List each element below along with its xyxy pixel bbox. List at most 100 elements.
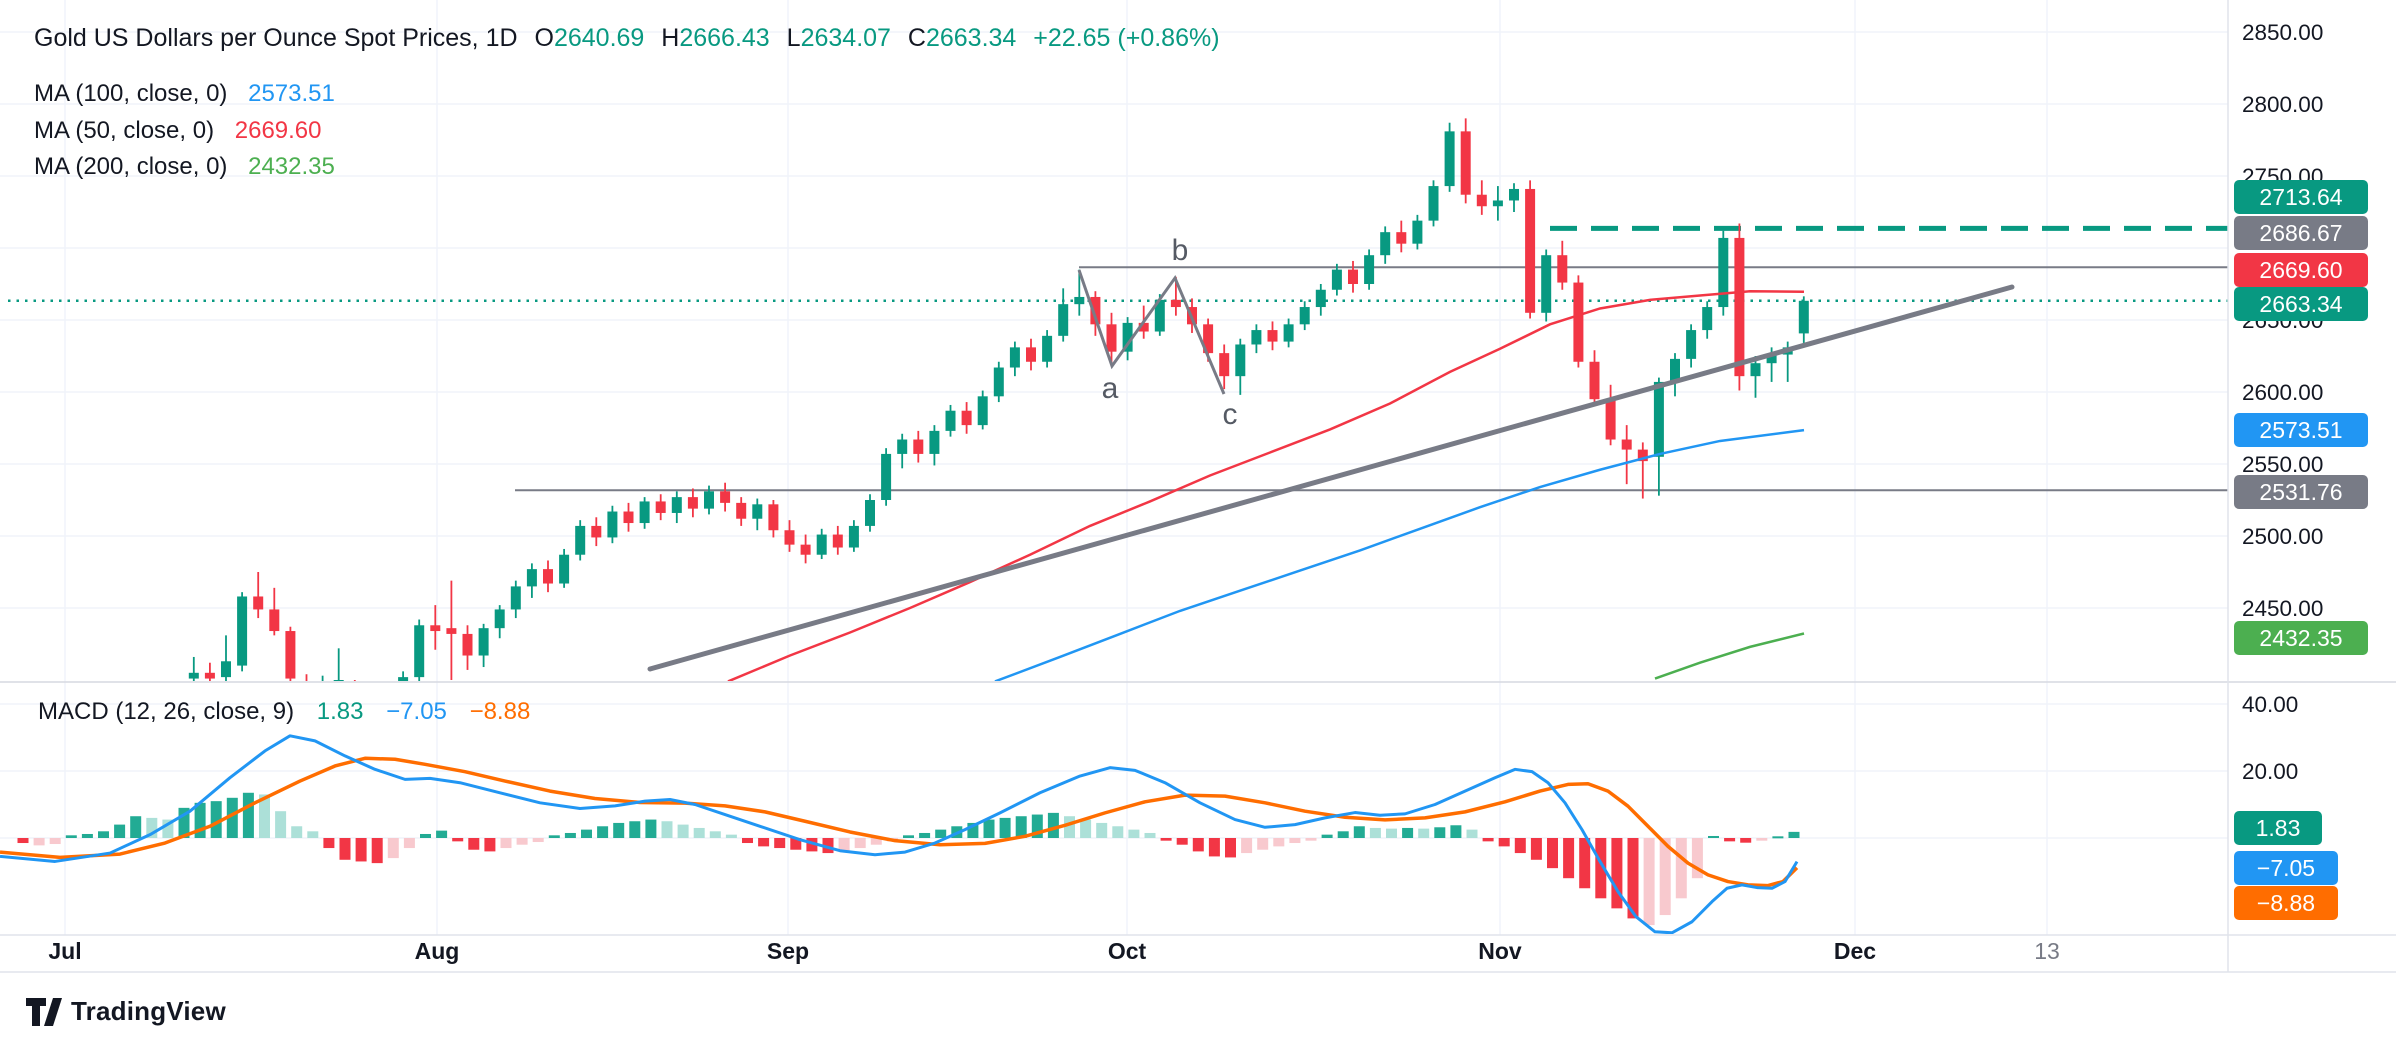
macd-histogram-bar <box>1015 816 1027 838</box>
candle-body <box>1203 324 1214 354</box>
candle-body <box>1138 322 1149 332</box>
candle-body <box>543 569 553 584</box>
candle-body <box>913 439 924 454</box>
candlestick-series <box>188 118 1809 695</box>
ma200-label: MA (200, close, 0) <box>34 153 228 180</box>
candle-body <box>1364 255 1375 284</box>
candle-body <box>1412 220 1423 244</box>
candle-body <box>736 502 747 519</box>
macd-histogram-bar <box>1305 838 1317 841</box>
candle-body <box>494 609 505 629</box>
macd-histogram-bar <box>1208 838 1220 857</box>
macd-histogram-bar <box>210 801 222 838</box>
macd-histogram-bar <box>999 817 1011 838</box>
candle-body <box>752 504 763 519</box>
candle-body <box>1541 255 1552 313</box>
macd-histogram-bar <box>146 817 158 838</box>
candle-body <box>1235 344 1246 377</box>
candle-body <box>655 501 666 513</box>
macd-histogram-bar <box>162 819 174 838</box>
candle-body <box>1042 335 1053 362</box>
macd-tick-label: 40.00 <box>2242 692 2298 717</box>
price-axis[interactable]: 2850.002800.002750.002650.002600.002550.… <box>2234 20 2368 655</box>
macd-axis-badge <box>2234 886 2338 920</box>
series-legend-row[interactable]: Gold US Dollars per Ounce Spot Prices, 1… <box>34 24 1220 53</box>
ohlc-low-label: L <box>786 24 801 52</box>
macd-histogram-bar <box>983 819 995 838</box>
macd-histogram-bar <box>1047 812 1059 838</box>
macd-histogram-bar <box>1708 835 1719 838</box>
macd-signal-line <box>0 756 1799 888</box>
macd-histogram-bar <box>130 816 142 838</box>
ohlc-close-label: C <box>907 24 926 52</box>
candle-body <box>897 439 908 454</box>
candle-body <box>398 677 409 681</box>
trendline-drawing[interactable] <box>647 284 2015 672</box>
macd-histogram-bar <box>1498 838 1510 847</box>
candle-body <box>639 501 650 524</box>
macd-histogram-bar <box>1595 838 1607 899</box>
macd-legend-row[interactable]: MACD (12, 26, close, 9) 1.83 −7.05 −8.88 <box>38 698 530 726</box>
abc-zigzag-drawing[interactable] <box>1077 269 1226 395</box>
candle-body <box>1267 330 1278 342</box>
price-axis-badge-value: 2713.64 <box>2259 184 2342 210</box>
price-tick-label: 2450.00 <box>2242 596 2323 621</box>
candle-body <box>237 596 248 666</box>
macd-histogram-bar <box>1402 827 1414 838</box>
macd-histogram-bar <box>1579 838 1591 889</box>
ohlc-open-value: 2640.69 <box>553 24 645 52</box>
candle-body <box>1122 322 1133 352</box>
macd-histogram-bar <box>1386 828 1397 838</box>
candle-body <box>768 504 779 531</box>
candle-body <box>1251 330 1262 345</box>
macd-line-value: −7.05 <box>386 698 447 725</box>
price-axis-badge <box>2234 475 2368 509</box>
macd-histogram-bar <box>790 838 802 850</box>
time-axis-label-sep: Sep <box>766 938 810 964</box>
candle-body <box>1605 399 1616 440</box>
price-axis-badge <box>2234 621 2368 655</box>
gridlines <box>0 0 2228 935</box>
macd-indicator-axis[interactable]: 40.00 20.00 1.83 −7.05 −8.88 <box>2234 692 2338 920</box>
price-axis-badge <box>2234 287 2368 321</box>
macd-histogram-bar <box>468 838 480 850</box>
macd-histogram-bar <box>65 835 77 838</box>
candle-body <box>607 511 618 538</box>
price-axis-badge <box>2234 216 2368 250</box>
candle-body <box>1090 296 1101 325</box>
macd-histogram-bar <box>484 838 496 852</box>
candle-body <box>510 586 521 610</box>
candle-body <box>318 689 328 695</box>
candle-body <box>1766 354 1777 364</box>
ma200-legend-row[interactable]: MA (200, close, 0) 2432.35 <box>34 153 335 181</box>
macd-histogram-bar <box>1788 831 1800 838</box>
macd-histogram-bar <box>1530 838 1542 860</box>
candle-body <box>285 631 296 679</box>
candle-body <box>1348 269 1358 284</box>
candle-body <box>1380 232 1391 256</box>
candle-body <box>1154 299 1165 332</box>
ma100-value: 2573.51 <box>248 80 335 107</box>
time-axis-label-oct: Oct <box>1107 938 1147 964</box>
macd-histogram-bar <box>1643 838 1655 926</box>
ma50-legend-row[interactable]: MA (50, close, 0) 2669.60 <box>34 117 322 145</box>
price-pane: a b c <box>8 118 2228 695</box>
macd-histogram-bar <box>49 838 61 845</box>
price-axis-badge-value: 2686.67 <box>2259 220 2342 246</box>
ma100-label: MA (100, close, 0) <box>34 80 228 107</box>
ma100-legend-row[interactable]: MA (100, close, 0) 2573.51 <box>34 80 335 108</box>
macd-histogram-bar <box>1112 826 1124 838</box>
candle-body <box>1734 237 1745 377</box>
candle-body <box>188 672 199 679</box>
candle-body <box>1460 131 1471 195</box>
price-tick-label: 2800.00 <box>2242 92 2323 117</box>
tradingview-logo[interactable]: TradingView <box>26 996 226 1027</box>
macd-histogram-bar <box>1740 838 1752 843</box>
candle-body <box>1074 296 1085 305</box>
candle-body <box>269 609 280 632</box>
ohlc-close-value: 2663.34 <box>925 24 1017 52</box>
macd-histogram-bar <box>323 838 335 849</box>
candle-body <box>1396 232 1407 244</box>
macd-histogram-bar <box>1418 828 1430 838</box>
